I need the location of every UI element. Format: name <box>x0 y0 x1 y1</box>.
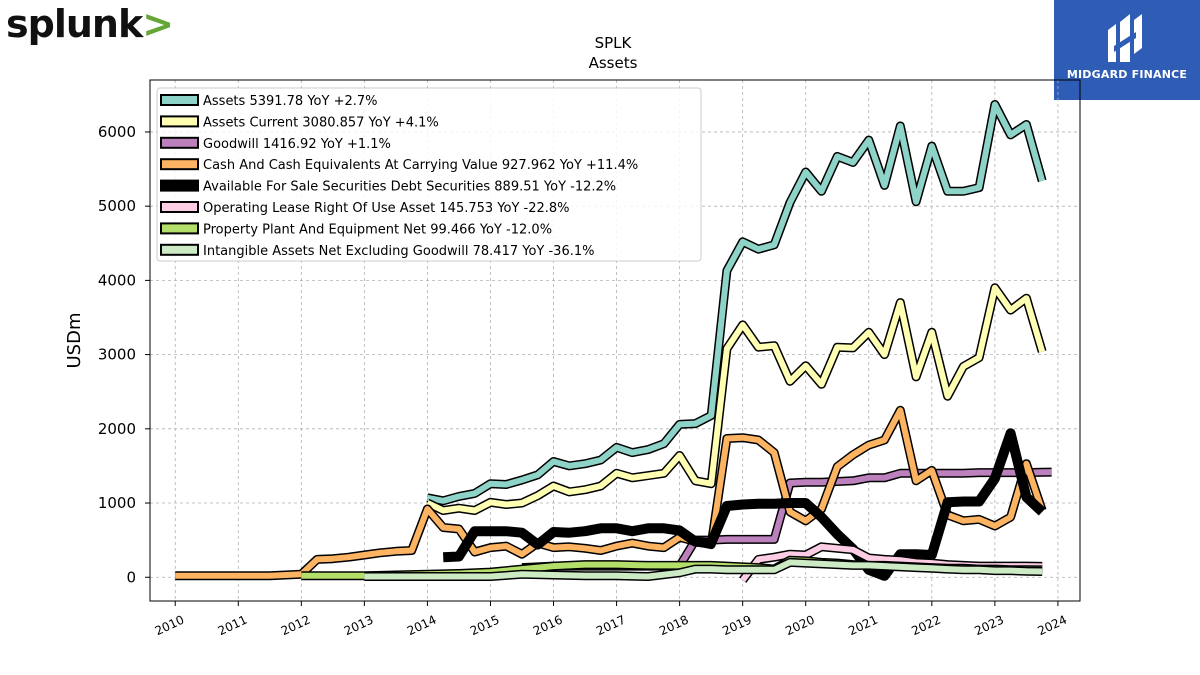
y-tick-label: 0 <box>126 568 136 586</box>
legend-label: Goodwill 1416.92 YoY +1.1% <box>203 137 391 152</box>
x-tick-label: 2020 <box>783 613 817 639</box>
y-tick-label: 5000 <box>98 197 136 215</box>
splunk-chevron-icon: > <box>142 2 174 46</box>
chart-subtitle: Assets <box>589 54 638 72</box>
legend-swatch <box>160 222 199 235</box>
x-tick-label: 2013 <box>342 613 376 639</box>
series-line <box>426 101 1046 504</box>
y-tick-label: 4000 <box>98 271 136 289</box>
midgard-logo-mark-icon <box>1108 14 1142 62</box>
legend-swatch <box>160 243 199 256</box>
plot-frame <box>149 79 1081 602</box>
legend-swatch <box>160 115 199 128</box>
legend-label: Cash And Cash Equivalents At Carrying Va… <box>203 158 638 173</box>
x-tick-label: 2024 <box>1035 613 1069 639</box>
y-tick-label: 1000 <box>98 494 136 512</box>
y-tick-label: 6000 <box>98 123 136 141</box>
x-tick-label: 2023 <box>972 613 1006 639</box>
series-line <box>426 284 1046 514</box>
y-tick-label: 2000 <box>98 420 136 438</box>
legend-label: Available For Sale Securities Debt Secur… <box>203 180 616 195</box>
y-axis-label: USDm <box>64 313 85 369</box>
legend-label: Assets Current 3080.857 YoY +4.1% <box>203 115 439 130</box>
x-tick-label: 2017 <box>594 613 628 639</box>
midgard-logo-text: MIDGARD FINANCE <box>1066 68 1188 81</box>
legend-label: Assets 5391.78 YoY +2.7% <box>203 94 378 109</box>
x-tick-label: 2011 <box>216 613 250 639</box>
legend-label: Operating Lease Right Of Use Asset 145.7… <box>203 201 570 216</box>
splunk-logo-text: splunk <box>6 2 143 46</box>
x-tick-label: 2014 <box>405 613 439 639</box>
x-tick-label: 2015 <box>468 613 502 639</box>
x-tick-label: 2018 <box>657 613 691 639</box>
series-line <box>364 559 1043 580</box>
chart-title: SPLK <box>595 34 633 52</box>
legend-swatch <box>160 158 199 171</box>
legend-label: Intangible Assets Net Excluding Goodwill… <box>203 244 594 259</box>
x-tick-label: 2021 <box>846 613 880 639</box>
series-line <box>442 428 1046 581</box>
midgard-finance-logo: MIDGARD FINANCE <box>1054 0 1200 100</box>
series-line <box>175 407 1046 579</box>
legend-swatch <box>160 136 199 149</box>
legend-label: Property Plant And Equipment Net 99.466 … <box>203 222 552 237</box>
x-tick-label: 2019 <box>720 613 754 639</box>
legend-box <box>156 87 702 262</box>
x-tick-label: 2022 <box>909 613 943 639</box>
legend-swatch <box>160 201 199 213</box>
splunk-logo: splunk> <box>6 2 174 46</box>
x-tick-label: 2010 <box>153 613 187 639</box>
x-tick-label: 2012 <box>279 613 313 639</box>
legend-swatch <box>160 94 199 106</box>
legend-swatch <box>160 179 199 192</box>
y-tick-label: 3000 <box>98 346 136 364</box>
x-tick-label: 2016 <box>531 613 565 639</box>
